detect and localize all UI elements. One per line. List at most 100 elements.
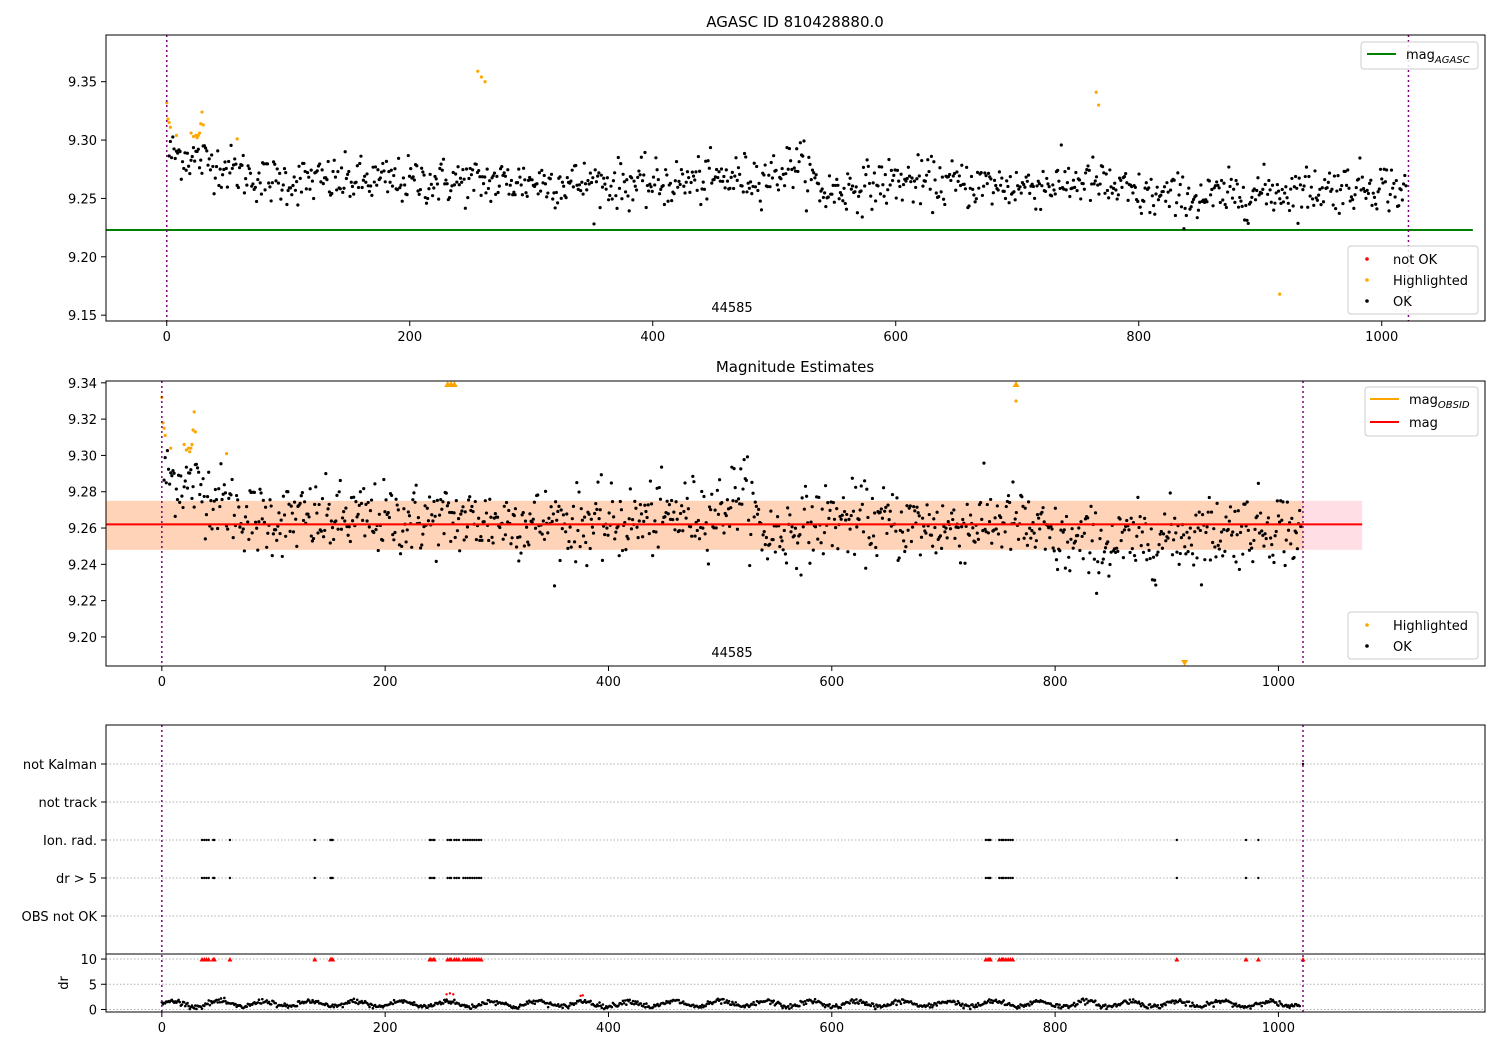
ok-point: [733, 174, 737, 178]
ok-point: [321, 535, 326, 539]
ok-point: [330, 526, 335, 530]
ok-point: [326, 507, 330, 511]
ok-point: [655, 168, 659, 172]
ok-point: [1063, 566, 1067, 570]
category-label: dr > 5: [56, 872, 97, 887]
ok-point: [1230, 533, 1234, 537]
ok-point: [521, 511, 525, 515]
x-tick-label: 600: [819, 1021, 844, 1036]
ok-point: [377, 512, 381, 516]
ok-point: [671, 518, 675, 522]
ok-point: [682, 184, 686, 188]
dr-point: [1230, 1001, 1233, 1005]
ok-point: [432, 499, 436, 504]
ok-point: [613, 171, 617, 175]
flag-event-marker: [449, 876, 453, 880]
dr-point: [779, 1002, 782, 1006]
flag-event-marker: [453, 876, 456, 880]
highlighted-point: [235, 137, 239, 141]
ok-point: [633, 499, 637, 503]
ok-point: [1380, 177, 1384, 181]
ok-point: [301, 518, 306, 523]
ok-point: [486, 186, 491, 191]
ok-point: [311, 536, 316, 541]
ok-point: [689, 180, 693, 185]
ok-point: [1388, 192, 1392, 197]
dr-point: [1139, 1004, 1143, 1008]
ok-point: [1337, 211, 1341, 215]
ok-point: [811, 548, 815, 552]
ok-point: [694, 520, 698, 525]
ok-point: [877, 165, 881, 169]
ok-point: [1131, 520, 1136, 525]
ok-point: [885, 531, 889, 536]
ok-point: [1394, 178, 1398, 183]
ok-point: [1178, 182, 1182, 187]
ok-point: [1032, 531, 1036, 535]
dr-point: [1190, 1004, 1193, 1008]
ok-point: [1146, 543, 1150, 547]
ok-point: [1182, 227, 1186, 231]
ok-point: [506, 168, 510, 172]
flag-event-marker: [1257, 838, 1260, 842]
ok-point: [875, 553, 879, 558]
ok-point: [1241, 185, 1245, 189]
ok-point: [676, 185, 680, 189]
ok-point: [1066, 540, 1070, 544]
ok-point: [284, 171, 288, 175]
ok-point: [1336, 174, 1340, 178]
dr-point: [285, 1003, 289, 1007]
ok-point: [464, 535, 468, 539]
ok-point: [252, 490, 257, 494]
ok-point: [358, 161, 362, 166]
ok-point: [174, 487, 178, 491]
ok-point: [753, 500, 757, 504]
ok-point: [1131, 191, 1135, 195]
ok-point: [858, 508, 862, 512]
ok-point: [801, 525, 805, 529]
ok-point: [685, 496, 689, 500]
ok-point: [985, 181, 989, 186]
ok-point: [350, 184, 355, 189]
ok-point: [530, 520, 534, 524]
ok-point: [958, 183, 963, 188]
dr-flagged-point: [452, 993, 455, 996]
ok-point: [1068, 194, 1072, 199]
ok-point: [493, 511, 497, 516]
ok-point: [1255, 188, 1259, 193]
ok-point: [384, 159, 389, 164]
ok-point: [498, 525, 502, 530]
ok-point: [488, 179, 492, 183]
ok-point: [1321, 200, 1326, 204]
ok-point: [1260, 529, 1264, 533]
ok-point: [520, 193, 524, 197]
ok-point: [762, 173, 766, 177]
ok-point: [843, 201, 847, 206]
ok-point: [645, 183, 650, 188]
dr-point: [1131, 998, 1135, 1001]
ok-point: [543, 182, 548, 186]
ok-point: [1313, 169, 1317, 173]
ok-point: [574, 163, 578, 168]
ok-point: [513, 507, 518, 511]
ok-point: [1215, 501, 1219, 506]
ok-point: [575, 480, 579, 485]
dr-point: [716, 997, 720, 1001]
ok-point: [1189, 205, 1193, 209]
dr-point: [822, 1002, 826, 1006]
ok-point: [427, 495, 432, 499]
ok-point: [790, 525, 794, 529]
flag-event-marker: [453, 838, 456, 842]
ok-point: [654, 156, 658, 160]
ok-point: [630, 176, 634, 180]
ok-point: [938, 166, 942, 170]
dr-clipped-marker: [330, 957, 336, 962]
ok-point: [835, 177, 839, 182]
ok-point: [1166, 190, 1170, 194]
ok-point: [1074, 170, 1078, 175]
dr-point: [960, 1004, 963, 1008]
ok-point: [1381, 181, 1385, 185]
ok-point: [681, 172, 685, 176]
legend-marker: [1365, 644, 1369, 648]
flag-event-marker: [313, 838, 317, 842]
